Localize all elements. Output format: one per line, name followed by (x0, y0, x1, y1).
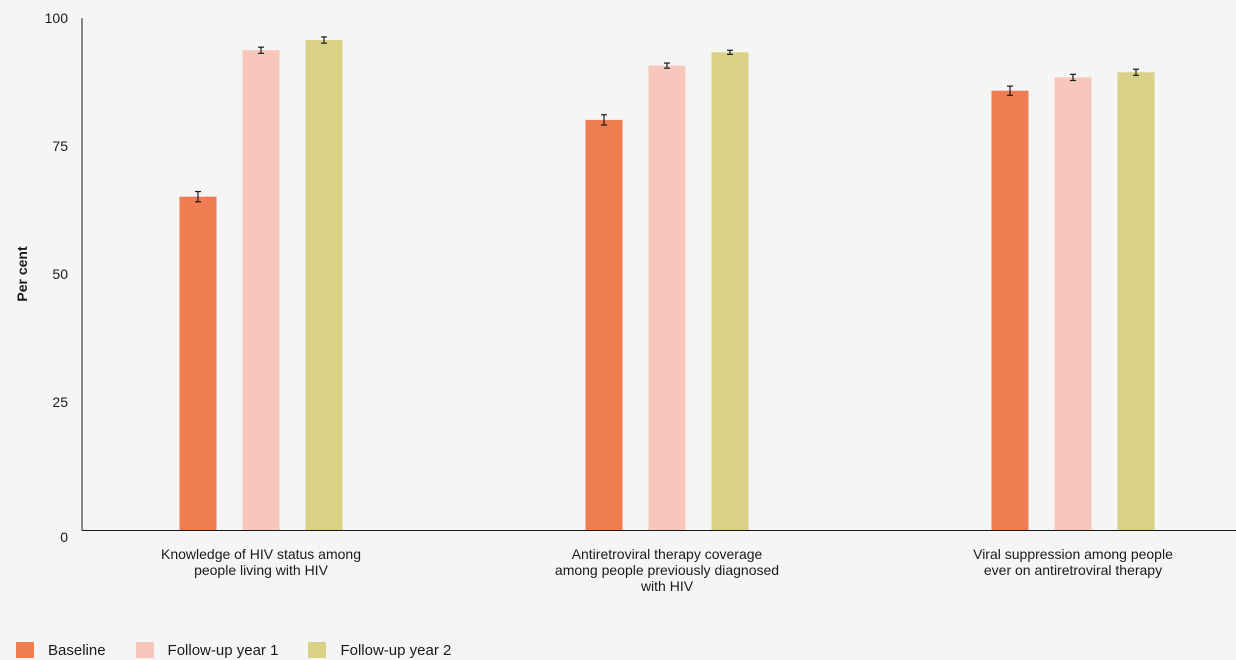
y-tick-label: 50 (52, 266, 68, 282)
bar (991, 90, 1029, 530)
y-tick-label: 75 (52, 138, 68, 154)
legend-label: Follow-up year 1 (167, 641, 279, 659)
legend-swatch (16, 642, 34, 658)
x-category-label: Viral suppression among people ever on an… (973, 546, 1173, 578)
legend-label: Follow-up year 2 (340, 641, 452, 659)
error-bar (1133, 68, 1139, 76)
y-tick-label: 100 (45, 10, 69, 26)
error-bar (258, 46, 264, 54)
error-bar (321, 36, 327, 44)
y-axis-label: Per cent (14, 246, 30, 302)
bar (179, 196, 217, 531)
error-bar (1070, 73, 1076, 82)
legend-swatch (135, 642, 154, 658)
legend-item: Baseline (16, 642, 106, 659)
legend-item: Follow-up year 1 (135, 641, 279, 659)
error-bar (1007, 85, 1013, 96)
bar (1054, 77, 1092, 530)
y-tick-label: 25 (52, 394, 68, 410)
legend: Baseline Follow-up year 1 Follow-up year 2 (16, 640, 481, 660)
y-tick-label: 0 (60, 529, 68, 545)
bar (585, 119, 623, 530)
bar (242, 50, 280, 530)
bar (711, 52, 749, 530)
bar-chart: 0 25 50 75 100 Per cent Knowledge of HIV statu… (14, 10, 1236, 594)
error-bar (664, 62, 670, 69)
bar (648, 65, 686, 530)
legend-swatch (308, 642, 327, 658)
x-category-label: Antiretroviral therapy coverage among peo… (555, 546, 779, 594)
error-bar (601, 114, 607, 126)
labels: 0 25 50 75 100 Per cent Knowledge of HIV statu… (14, 10, 1173, 594)
bar (305, 40, 343, 531)
bars (179, 36, 1155, 531)
x-category-label: Knowledge of HIV status among people livi… (161, 546, 361, 578)
legend-item: Follow-up year 2 (308, 642, 451, 659)
legend-label: Baseline (48, 641, 106, 659)
error-bar (727, 49, 733, 55)
error-bar (195, 190, 201, 203)
axes (81, 18, 1236, 531)
bar (1117, 72, 1155, 530)
